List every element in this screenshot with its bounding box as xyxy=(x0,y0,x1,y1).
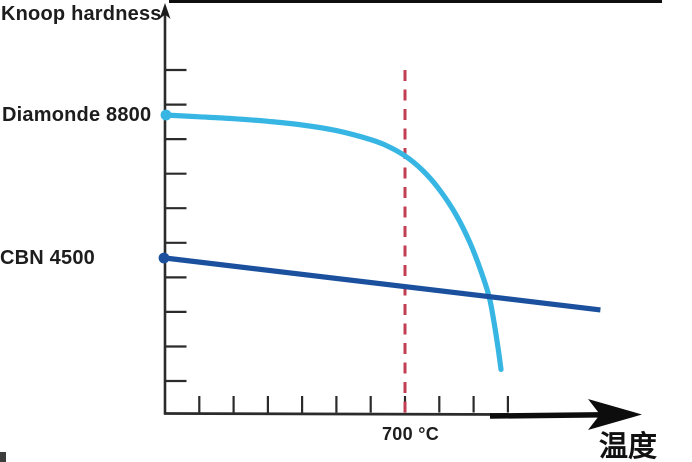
top-border-line xyxy=(169,0,662,3)
vline-label: 700 °C xyxy=(382,424,440,444)
bottom-left-artifact xyxy=(0,452,6,462)
x-ticks xyxy=(198,396,509,413)
y-axis-arrowhead xyxy=(159,3,171,19)
axes xyxy=(159,3,642,430)
x-axis-arrowhead xyxy=(588,399,642,430)
diamond-curve xyxy=(162,112,504,372)
cbn-series-label: CBN 4500 xyxy=(0,247,95,269)
diamond-series-label: Diamonde 8800 xyxy=(2,104,152,126)
x-axis-arrow-shaft xyxy=(489,412,607,419)
cbn-start-marker xyxy=(158,252,170,264)
cbn-line xyxy=(164,255,601,313)
diamond-start-marker xyxy=(160,109,172,121)
x-axis xyxy=(163,412,513,416)
x-axis-title: 温度 xyxy=(599,431,658,462)
y-ticks xyxy=(166,68,187,383)
y-axis-title: Knoop hardness xyxy=(1,3,162,25)
